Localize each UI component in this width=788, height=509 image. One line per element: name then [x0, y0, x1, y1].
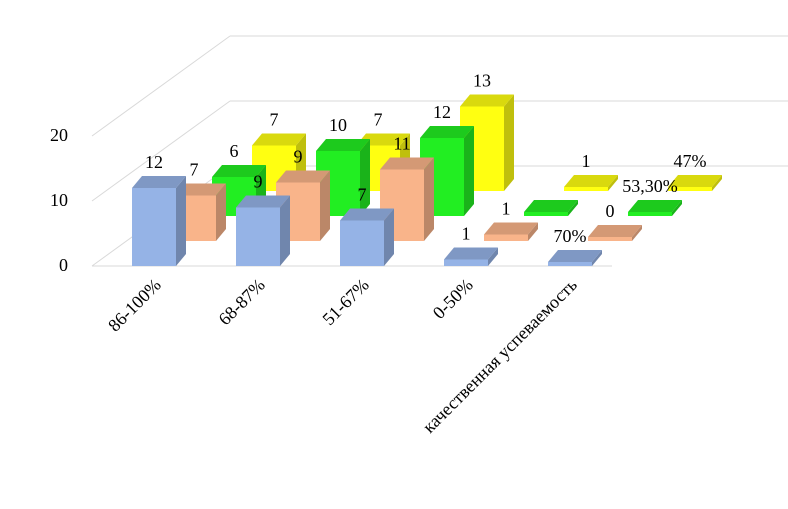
bar: [340, 208, 394, 266]
data-label: 7: [190, 160, 199, 180]
data-label: 7: [358, 185, 367, 205]
data-label: 1: [582, 151, 591, 171]
x-tick-label: 86-100%: [104, 275, 165, 336]
data-label: 0: [606, 201, 615, 221]
data-label: 13: [473, 71, 491, 91]
data-label: 1: [462, 224, 471, 244]
data-label: 47%: [674, 151, 707, 171]
data-label: 9: [294, 147, 303, 167]
bar: [236, 195, 290, 266]
bar: [588, 225, 642, 241]
bar: [628, 200, 682, 216]
x-tick-label: 0-50%: [429, 275, 477, 323]
y-axis-ticks: 0 10 20: [50, 125, 68, 275]
bar: [484, 222, 538, 241]
y-tick-label: 0: [59, 255, 68, 275]
data-label: 9: [254, 172, 263, 192]
data-label: 7: [270, 110, 279, 130]
bar: [564, 175, 618, 191]
data-label: 6: [230, 141, 239, 161]
data-label: 12: [433, 102, 451, 122]
bar: [668, 175, 722, 191]
x-tick-label: 51-67%: [318, 275, 372, 329]
data-label: 7: [374, 110, 383, 130]
y-tick-label: 10: [50, 190, 68, 210]
data-label: 10: [329, 115, 347, 135]
data-label: 11: [393, 134, 410, 154]
bar: [444, 247, 498, 266]
bar: [524, 200, 578, 216]
data-label: 12: [145, 152, 163, 172]
bar: [380, 157, 434, 241]
y-tick-label: 20: [50, 125, 68, 145]
data-label: 1: [502, 199, 511, 219]
x-tick-label: 68-87%: [214, 275, 268, 329]
data-label: 53,30%: [622, 176, 678, 196]
bar: [132, 176, 186, 266]
data-label: 70%: [554, 226, 587, 246]
x-axis-ticks: 86-100% 68-87% 51-67% 0-50%качественная усп…: [104, 275, 581, 437]
bar: [548, 250, 602, 266]
